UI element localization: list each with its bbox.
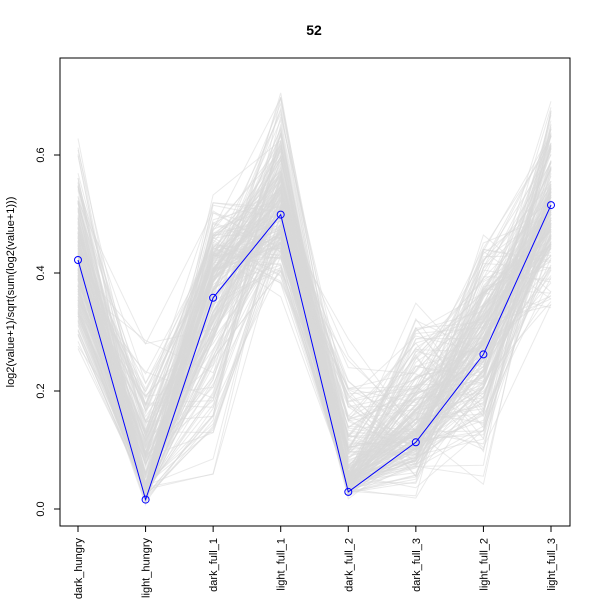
highlight-series-point — [141, 495, 150, 504]
highlight-series-point — [411, 438, 420, 447]
highlight-series-point — [547, 201, 555, 210]
background-series-line — [77, 187, 552, 499]
highlight-series-point — [276, 210, 285, 219]
x-tick-label: light_hungry — [141, 538, 153, 598]
background-series-line — [77, 172, 552, 498]
x-axis: dark_hungry light_hungry dark_full_1 light_… — [73, 526, 558, 599]
highlight-series-group — [74, 201, 555, 504]
highlight-series-point — [74, 256, 82, 264]
background-series-line — [77, 130, 552, 504]
background-series-line — [77, 133, 552, 489]
highlight-series-line — [77, 204, 552, 502]
background-series-line — [77, 92, 552, 464]
plot-frame — [59, 57, 571, 527]
x-tick-label: light_full_3 — [546, 538, 558, 591]
background-series-line — [77, 192, 552, 413]
background-series-line — [77, 161, 552, 476]
y-tick-label: 0.0 — [35, 501, 47, 516]
y-tick-label: 0.4 — [35, 265, 47, 280]
background-series-line — [77, 144, 552, 492]
y-axis: 0.0 0.2 0.4 0.6 — [35, 147, 60, 517]
y-axis-label: log2(value+1)/sqrt(sum(log2(value+1))) — [5, 197, 17, 388]
x-tick-label: dark_hungry — [73, 538, 85, 600]
x-tick-label: light_full_1 — [276, 538, 288, 591]
x-tick-label: dark_full_1 — [208, 538, 220, 592]
x-tick-label: dark_full_2 — [343, 538, 355, 592]
background-series-group — [77, 92, 552, 507]
background-series-line — [77, 197, 552, 484]
background-series-line — [77, 189, 552, 496]
highlight-series-point — [209, 293, 218, 302]
highlight-series-point — [344, 487, 353, 496]
y-tick-label: 0.2 — [35, 383, 47, 398]
background-series-line — [77, 207, 552, 490]
chart-title: 52 — [306, 22, 322, 38]
background-series-line — [77, 159, 552, 507]
highlight-series-point — [479, 350, 488, 359]
y-tick-label: 0.6 — [35, 147, 47, 162]
x-tick-label: dark_full_3 — [411, 538, 423, 592]
x-tick-label: light_full_2 — [478, 538, 490, 591]
